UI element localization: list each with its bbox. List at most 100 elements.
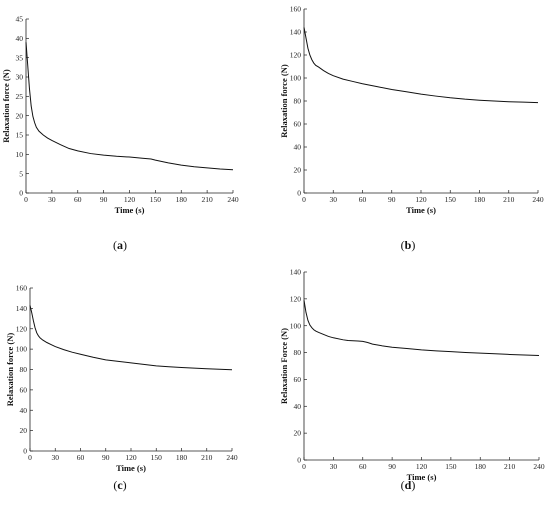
x-tick-label: 120 [415, 195, 427, 204]
caption-close-paren: ) [411, 478, 415, 492]
x-tick-label: 180 [176, 453, 188, 462]
y-tick-label: 0 [297, 189, 301, 198]
y-tick-label: 45 [16, 15, 24, 24]
x-tick-label: 90 [102, 453, 110, 462]
x-axis-label: Time (s) [116, 463, 146, 473]
y-tick-label: 120 [290, 294, 302, 303]
y-tick-label: 140 [16, 304, 28, 313]
caption-open-paren: ( [113, 238, 117, 252]
caption-letter: a [117, 238, 123, 252]
x-tick-label: 240 [227, 195, 239, 204]
y-tick-label: 40 [294, 143, 302, 152]
x-tick-label: 120 [416, 462, 428, 471]
x-tick-label: 0 [302, 462, 306, 471]
y-axis-label: Relaxation force (N) [279, 64, 289, 138]
x-tick-label: 60 [359, 195, 367, 204]
y-tick-label: 35 [16, 53, 24, 62]
x-tick-label: 0 [24, 195, 28, 204]
x-tick-label: 30 [330, 462, 338, 471]
x-tick-label: 30 [48, 195, 56, 204]
x-tick-label: 180 [176, 195, 188, 204]
panel-caption: (a) [113, 238, 127, 252]
panel-caption: (d) [401, 478, 416, 492]
y-tick-label: 20 [294, 429, 302, 438]
y-tick-label: 140 [290, 268, 302, 277]
caption-letter: b [405, 238, 412, 252]
x-tick-label: 90 [388, 195, 396, 204]
caption-letter: d [405, 478, 412, 492]
caption-close-paren: ) [411, 238, 415, 252]
y-tick-label: 30 [16, 73, 24, 82]
x-tick-label: 30 [330, 195, 338, 204]
x-tick-label: 90 [388, 462, 396, 471]
y-tick-label: 100 [16, 345, 28, 354]
x-tick-label: 90 [100, 195, 108, 204]
y-tick-label: 20 [20, 426, 28, 435]
y-tick-label: 80 [294, 97, 302, 106]
y-tick-label: 60 [294, 375, 302, 384]
chart-c: 0 30 60 90 120 150 180 210 240 0 20 40 60 80 100 120 140… [5, 284, 238, 492]
x-tick-label: 120 [125, 453, 137, 462]
y-tick-label: 60 [294, 120, 302, 129]
chart-d: 0 30 60 90 120 150 180 210 240 0 20 40 60 80 100 120 140… [279, 268, 545, 492]
y-tick-label: 0 [297, 456, 301, 465]
x-axis-label: Time (s) [407, 472, 437, 482]
y-tick-label: 15 [16, 131, 24, 140]
y-tick-label: 20 [16, 111, 24, 120]
y-tick-label: 120 [290, 51, 302, 60]
y-tick-label: 40 [20, 406, 28, 415]
x-tick-label: 150 [151, 453, 163, 462]
y-axis-label: Relaxation force (N) [1, 69, 11, 143]
x-axis-label: Time (s) [406, 205, 436, 215]
y-axis-label: Relaxation force (N) [5, 333, 15, 407]
chart-a: 0 30 60 90 120 150 180 210 240 0 5 10 15 20 25 30 35 40 45… [1, 15, 239, 252]
caption-open-paren: ( [113, 478, 117, 492]
y-tick-label: 40 [16, 34, 24, 43]
y-tick-label: 10 [16, 150, 24, 159]
relaxation-curve-c [29, 305, 233, 371]
x-tick-label: 210 [202, 195, 214, 204]
x-tick-label: 150 [445, 195, 457, 204]
caption-close-paren: ) [123, 478, 127, 492]
x-tick-label: 60 [77, 453, 85, 462]
y-tick-label: 160 [290, 5, 302, 14]
x-tick-label: 180 [474, 195, 486, 204]
y-tick-label: 5 [19, 169, 23, 178]
y-tick-label: 160 [16, 284, 28, 293]
x-tick-label: 180 [475, 462, 487, 471]
y-tick-label: 0 [23, 447, 27, 456]
y-tick-label: 120 [16, 324, 28, 333]
x-tick-label: 120 [124, 195, 136, 204]
relaxation-curve-a [25, 42, 234, 171]
x-axis-label: Time (s) [115, 205, 145, 215]
x-tick-label: 240 [532, 195, 544, 204]
y-tick-label: 40 [294, 402, 302, 411]
y-axis-label: Relaxation Force (N) [279, 328, 289, 404]
caption-letter: c [117, 478, 123, 492]
relaxation-curve-b [303, 27, 539, 104]
x-tick-label: 60 [74, 195, 82, 204]
chart-b: 0 30 60 90 120 150 180 210 240 0 20 40 60 80 100 120 140… [279, 5, 544, 252]
caption-close-paren: ) [123, 238, 127, 252]
y-tick-label: 20 [294, 166, 302, 175]
y-tick-label: 0 [19, 189, 23, 198]
y-tick-label: 60 [20, 385, 28, 394]
x-tick-label: 210 [503, 195, 515, 204]
x-tick-label: 150 [150, 195, 162, 204]
x-tick-label: 210 [201, 453, 213, 462]
x-tick-label: 0 [302, 195, 306, 204]
caption-open-paren: ( [401, 238, 405, 252]
panel-caption: (b) [401, 238, 416, 252]
x-tick-label: 30 [52, 453, 60, 462]
y-tick-label: 100 [290, 321, 302, 330]
y-tick-label: 80 [20, 365, 28, 374]
x-tick-label: 150 [445, 462, 457, 471]
x-tick-label: 210 [504, 462, 516, 471]
x-tick-label: 240 [533, 462, 545, 471]
x-tick-label: 60 [359, 462, 367, 471]
y-tick-label: 100 [290, 74, 302, 83]
y-tick-label: 140 [290, 28, 302, 37]
panel-caption: (c) [113, 478, 126, 492]
x-tick-label: 240 [226, 453, 238, 462]
